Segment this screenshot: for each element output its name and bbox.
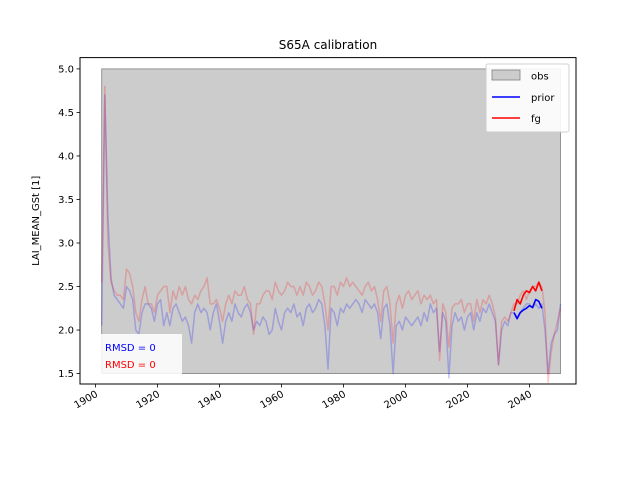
x-tick-label: 1940 bbox=[196, 389, 224, 411]
x-tick-label: 1920 bbox=[134, 389, 162, 411]
background-series-1-line bbox=[100, 85, 562, 384]
y-tick-label: 3.0 bbox=[58, 239, 74, 250]
y-tick-label: 4.0 bbox=[58, 152, 74, 163]
obs-band bbox=[101, 68, 561, 374]
rmsd-prior-label: RMSD = 0 bbox=[105, 343, 156, 354]
rmsd-fg-label: RMSD = 0 bbox=[105, 360, 156, 371]
plot-area bbox=[100, 68, 562, 384]
y-tick-label: 2.5 bbox=[58, 282, 74, 293]
legend-swatch-obs bbox=[491, 69, 521, 81]
legend-frame bbox=[485, 63, 570, 133]
x-tick-label: 1960 bbox=[258, 389, 286, 411]
background-series-0-line bbox=[100, 94, 562, 379]
y-axis: 1.5 2.0 2.5 3.0 3.5 4.0 4.5 5.0 bbox=[58, 65, 80, 380]
y-tick-label: 1.5 bbox=[58, 369, 74, 380]
y-tick-label: 3.5 bbox=[58, 195, 74, 206]
x-tick-label: 1980 bbox=[320, 389, 348, 411]
plot-frame bbox=[79, 57, 577, 385]
y-tick-label: 2.0 bbox=[58, 326, 74, 337]
x-tick-label: 1900 bbox=[72, 389, 100, 411]
rmsd-box-bg bbox=[100, 334, 182, 374]
legend: obs prior fg bbox=[485, 63, 570, 133]
x-tick-label: 2020 bbox=[444, 389, 472, 411]
x-tick-label: 2000 bbox=[382, 389, 410, 411]
y-tick-label: 5.0 bbox=[58, 65, 74, 76]
series-prior-line bbox=[513, 298, 543, 320]
legend-label-fg: fg bbox=[531, 114, 541, 125]
y-tick-label: 4.5 bbox=[58, 108, 74, 119]
series-fg-line bbox=[513, 281, 543, 312]
chart-title: S65A calibration bbox=[279, 38, 377, 52]
x-axis: 1900 1920 1940 1960 1980 2000 2020 2040 bbox=[72, 384, 534, 411]
x-tick-label: 2040 bbox=[506, 389, 534, 411]
rmsd-box: RMSD = 0 RMSD = 0 bbox=[100, 334, 182, 374]
legend-label-prior: prior bbox=[531, 93, 555, 104]
y-axis-label: LAI_MEAN_GSt [1] bbox=[31, 176, 42, 266]
legend-label-obs: obs bbox=[531, 72, 549, 83]
